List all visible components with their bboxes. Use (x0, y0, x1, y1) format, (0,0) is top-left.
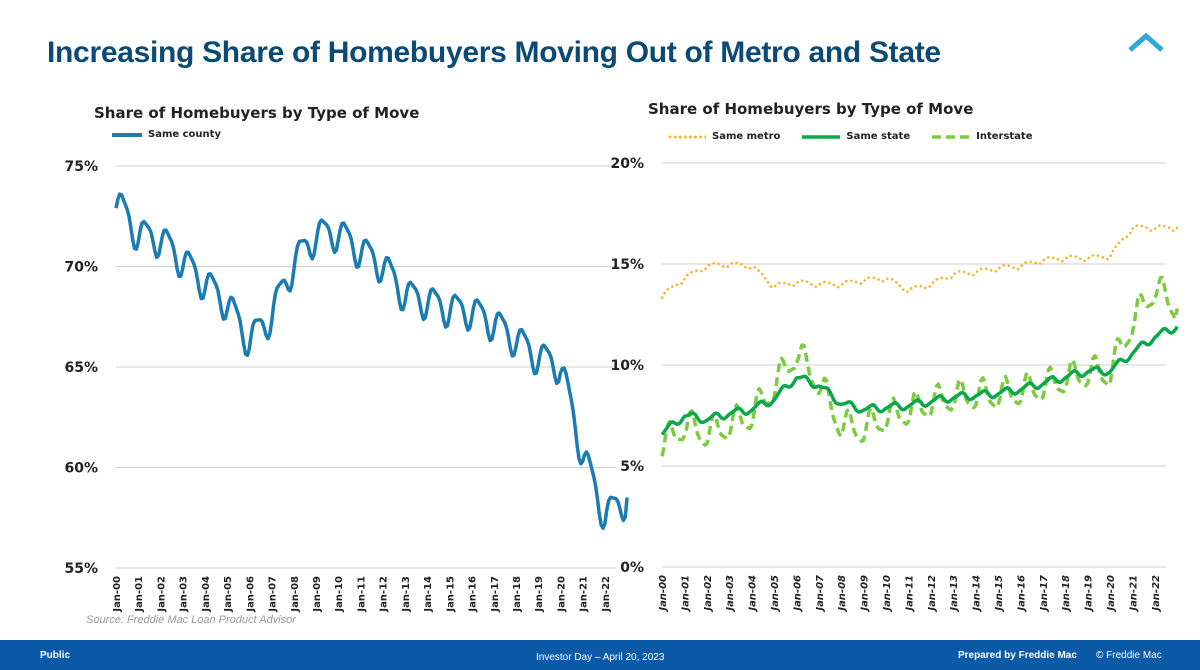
left-chart-xtick-label: Jan-19 (534, 576, 545, 613)
left-chart-xtick-label: Jan-03 (179, 576, 190, 613)
left-chart-xtick-label: Jan-21 (579, 576, 590, 613)
left-chart-xtick-label: Jan-07 (268, 576, 279, 613)
left-chart-xtick-label: Jan-08 (290, 576, 301, 613)
left-chart-xtick-label: Jan-11 (356, 576, 367, 613)
left-chart-xtick-label: Jan-18 (512, 576, 523, 613)
left-chart-xtick-label: Jan-04 (201, 576, 212, 613)
left-chart-legend: Same county (112, 129, 243, 140)
legend-swatch-interstate (932, 134, 971, 139)
left-chart-xtick-label: Jan-20 (556, 576, 567, 613)
source-note: Source: Freddie Mac Loan Product Advisor (86, 614, 296, 626)
left-chart-xtick-label: Jan-12 (379, 576, 390, 613)
legend-item-same-state: Same state (802, 131, 910, 142)
legend-label-same-county: Same county (148, 129, 221, 140)
left-chart-xtick-label: Jan-00 (112, 576, 123, 613)
left-chart-ytick-label: 75% (64, 159, 98, 175)
legend-item-interstate: Interstate (932, 131, 1033, 142)
right-chart-legend: Same metro Same state Interstate (668, 131, 1055, 142)
left-chart-plot: 55% 60% 65% 70% 75% Jan-00 Jan-01 Jan-02 Jan-03 J… (64, 159, 629, 613)
legend-label-interstate: Interstate (976, 131, 1033, 142)
left-chart-xtick-label: Jan-17 (490, 576, 501, 613)
left-chart-xtick-label: Jan-14 (423, 576, 434, 613)
left-chart-xtick-label: Jan-10 (334, 576, 345, 613)
legend-swatch-same-county (112, 132, 142, 137)
left-chart-xtick-label: Jan-22 (601, 576, 612, 613)
footer-copyright: © Freddie Mac (1096, 650, 1162, 661)
left-chart-xtick-label: Jan-13 (401, 576, 412, 613)
left-chart-xtick-label: Jan-09 (312, 576, 323, 613)
left-chart-xtick-label: Jan-15 (445, 576, 456, 613)
legend-swatch-same-state (802, 134, 841, 139)
left-chart-ytick-label: 70% (64, 260, 98, 276)
legend-item-same-county: Same county (112, 129, 221, 140)
left-chart-xtick-label: Jan-01 (134, 576, 145, 613)
left-chart-xtick-label: Jan-06 (245, 576, 256, 613)
footer-bar: Public Investor Day – April 20, 2023 Pre… (0, 640, 1200, 670)
left-chart-ytick-label: 65% (64, 360, 98, 376)
legend-swatch-same-metro (668, 135, 706, 138)
left-chart-title: Share of Homebuyers by Type of Move (94, 104, 420, 122)
left-chart-xtick-label: Jan-05 (223, 576, 234, 613)
legend-label-same-metro: Same metro (712, 131, 781, 142)
left-chart-ytick-label: 60% (64, 461, 98, 477)
freddie-mac-logo-icon (1128, 32, 1164, 52)
left-chart-series-same-county (114, 192, 629, 530)
footer-prepared-by: Prepared by Freddie Mac (958, 650, 1077, 661)
legend-item-same-metro: Same metro (668, 131, 780, 142)
left-chart-xtick-label: Jan-02 (156, 576, 167, 613)
left-chart-ytick-label: 55% (64, 561, 98, 577)
footer-event: Investor Day – April 20, 2023 (536, 652, 665, 663)
right-chart-title: Share of Homebuyers by Type of Move (648, 100, 974, 118)
page-title: Increasing Share of Homebuyers Moving Ou… (47, 36, 941, 69)
footer-classification: Public (40, 650, 71, 661)
legend-label-same-state: Same state (846, 131, 911, 142)
left-chart-xtick-label: Jan-16 (468, 576, 479, 613)
